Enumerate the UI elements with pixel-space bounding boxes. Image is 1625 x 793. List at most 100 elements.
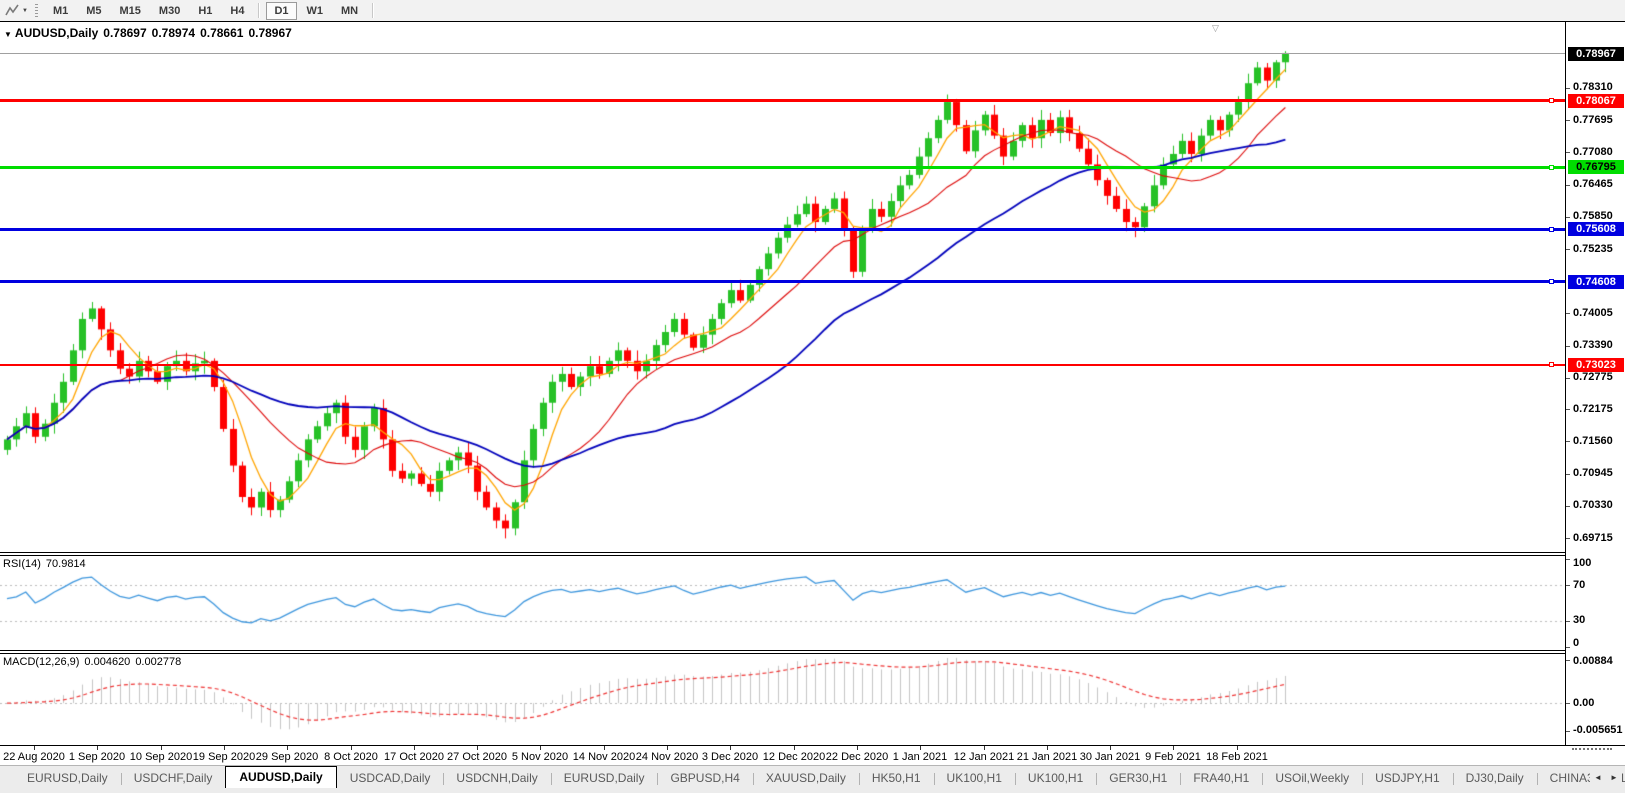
support-line-0-74608-handle[interactable] — [1549, 279, 1554, 284]
macd-canvas[interactable] — [0, 654, 1565, 745]
time-axis-tick — [730, 746, 731, 750]
support-line-0-73023-handle[interactable] — [1549, 362, 1554, 367]
time-axis-label: 1 Sep 2020 — [68, 751, 126, 763]
time-axis-label: 30 Jan 2021 — [1079, 751, 1141, 763]
pane-separator[interactable] — [0, 552, 1565, 556]
tab-eurusd-daily[interactable]: EURUSD,Daily — [27, 771, 108, 785]
time-axis[interactable]: 22 Aug 2020 1 Sep 2020 10 Sep 2020 19 Sep 2… — [0, 745, 1625, 766]
support-line-0-75608[interactable] — [0, 228, 1565, 231]
price-axis-label: 0.76465 — [1573, 178, 1613, 190]
chart-shift-marker[interactable]: ▽ — [1212, 23, 1219, 33]
tab-usdchf-daily[interactable]: USDCHF,Daily — [120, 769, 226, 788]
rsi-axis-tick — [1566, 559, 1570, 560]
symbol-label: AUDUSD,Daily — [14, 26, 99, 40]
support-line-0-76795[interactable] — [0, 166, 1565, 169]
resistance-line-0-78067-price-badge: 0.78067 — [1568, 94, 1624, 108]
tab-uk100-h1[interactable]: UK100,H1 — [933, 769, 1015, 788]
chevron-down-icon: ▼ — [22, 7, 28, 14]
pane-separator[interactable] — [0, 650, 1565, 654]
toolbar-grip[interactable] — [34, 3, 38, 18]
price-axis-tick — [1566, 346, 1570, 347]
tab-usdjpy-h1[interactable]: USDJPY,H1 — [1362, 769, 1452, 788]
chart-tabs-bar: EURUSD,Daily USDCHF,Daily AUDUSD,Daily USDC… — [0, 765, 1625, 793]
time-axis-label: 12 Dec 2020 — [762, 751, 826, 763]
chart-plot[interactable]: ▼ AUDUSD,Daily 0.78697 0.78974 0.78661 0.7896… — [0, 22, 1565, 745]
tab-uk100-h1[interactable]: UK100,H1 — [1014, 769, 1096, 788]
price-axis-tick — [1566, 313, 1570, 314]
rsi-canvas[interactable] — [0, 556, 1565, 650]
price-axis-label: 0.70330 — [1573, 499, 1613, 511]
tab-hk50-h1[interactable]: HK50,H1 — [858, 769, 934, 788]
open-value: 0.78697 — [103, 26, 147, 40]
tab-usdcnh-daily[interactable]: USDCNH,Daily — [443, 769, 550, 788]
tab-audusd-daily[interactable]: AUDUSD,Daily — [225, 766, 337, 788]
tab-scroll-left-icon[interactable]: ◄ — [1594, 773, 1602, 782]
time-axis-tick — [161, 746, 162, 750]
timeframe-h4-button[interactable]: H4 — [230, 4, 245, 17]
tab-ger30-h1[interactable]: GER30,H1 — [1096, 769, 1180, 788]
tab-usdcad-daily[interactable]: USDCAD,Daily — [349, 771, 431, 785]
chart-mode-button[interactable]: ▼ — [2, 2, 31, 20]
timeframe-m30-button[interactable]: M30 — [158, 4, 181, 17]
price-axis-tick — [1566, 152, 1570, 153]
macd-label: MACD(12,26,9) 0.004620 0.002778 — [3, 656, 186, 668]
collapse-caret-icon: ▼ — [4, 30, 12, 39]
time-axis-label: 8 Oct 2020 — [324, 751, 378, 763]
price-axis-tick — [1566, 474, 1570, 475]
tab-xauusd-daily[interactable]: XAUUSD,Daily — [752, 769, 859, 788]
rsi-axis-label: 100 — [1573, 557, 1592, 569]
tab-dj30-daily[interactable]: DJ30,Daily — [1452, 769, 1537, 788]
current-price-line[interactable] — [0, 53, 1565, 54]
high-value: 0.78974 — [151, 26, 196, 40]
time-axis-tick — [477, 746, 478, 750]
price-axis[interactable]: 0.78310 0.77695 0.77080 0.76465 0.75850 0.752… — [1565, 22, 1625, 746]
timeframe-m15-button[interactable]: M15 — [119, 4, 141, 17]
price-axis-label: 0.71560 — [1573, 435, 1613, 447]
price-axis-label: 0.72775 — [1573, 371, 1613, 383]
time-axis-tick — [34, 746, 35, 750]
timeframe-mn-button[interactable]: MN — [341, 4, 359, 17]
tab-usoil-weekly[interactable]: USOil,Weekly — [1262, 769, 1362, 788]
time-axis-tick — [1173, 746, 1174, 750]
rsi-axis-tick — [1566, 585, 1570, 586]
rsi-axis-label: 30 — [1573, 614, 1586, 626]
rsi-name: RSI(14) — [3, 558, 41, 570]
time-axis-label: 3 Dec 2020 — [701, 751, 759, 763]
timeframe-d1-button[interactable]: D1 — [266, 1, 297, 20]
tab-scroll-right-icon[interactable]: ► — [1610, 773, 1618, 782]
time-axis-label: 22 Dec 2020 — [825, 751, 889, 763]
price-axis-label: 0.69715 — [1573, 532, 1613, 544]
price-axis-tick — [1566, 120, 1570, 121]
timeframe-m5-button[interactable]: M5 — [86, 4, 102, 17]
support-line-0-73023[interactable] — [0, 364, 1565, 366]
time-axis-label: 19 Sep 2020 — [192, 751, 256, 763]
timeframe-m1-button[interactable]: M1 — [52, 4, 69, 17]
price-axis-label: 0.75850 — [1573, 210, 1613, 222]
resistance-line-0-78067-handle[interactable] — [1549, 98, 1554, 103]
time-axis-label: 29 Sep 2020 — [255, 751, 319, 763]
time-axis-label: 9 Feb 2021 — [1145, 751, 1201, 763]
macd-axis-label: -0.005651 — [1573, 724, 1623, 736]
timeframe-w1-button[interactable]: W1 — [306, 4, 324, 17]
tab-fra40-h1[interactable]: FRA40,H1 — [1180, 769, 1262, 788]
support-line-0-76795-handle[interactable] — [1549, 165, 1554, 170]
support-line-0-74608-price-badge: 0.74608 — [1568, 275, 1624, 289]
time-axis-tick — [414, 746, 415, 750]
time-axis-tick — [287, 746, 288, 750]
line-chart-icon — [5, 4, 19, 16]
support-line-0-75608-price-badge: 0.75608 — [1568, 222, 1624, 236]
main-price-canvas[interactable] — [0, 23, 1565, 552]
price-axis-label: 0.77695 — [1573, 114, 1613, 126]
time-axis-label: 22 Aug 2020 — [3, 751, 65, 763]
support-line-0-74608[interactable] — [0, 280, 1565, 283]
resistance-line-0-78067[interactable] — [0, 99, 1565, 102]
chart-area: ▼ AUDUSD,Daily 0.78697 0.78974 0.78661 0.7896… — [0, 21, 1625, 765]
time-axis-label: 10 Sep 2020 — [129, 751, 193, 763]
time-axis-label: 12 Jan 2021 — [953, 751, 1015, 763]
support-line-0-75608-handle[interactable] — [1549, 227, 1554, 232]
tab-gbpusd-h4[interactable]: GBPUSD,H4 — [657, 769, 752, 788]
tab-eurusd-daily[interactable]: EURUSD,Daily — [550, 769, 658, 788]
timeframe-h1-button[interactable]: H1 — [198, 4, 213, 17]
rsi-axis-label: 0 — [1573, 637, 1580, 649]
